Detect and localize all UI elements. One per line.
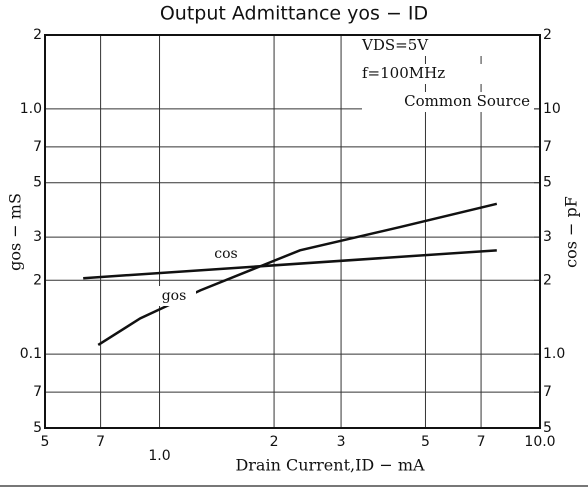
y-axis-label: gos − mS (6, 193, 25, 271)
y-tick-label: 5 (33, 175, 42, 191)
y-tick-label: 2 (33, 27, 42, 43)
x-tick-label: 3 (337, 434, 346, 450)
annotation-bg (362, 92, 534, 112)
x-tick-label: 5 (421, 434, 430, 450)
annotation-bg (362, 64, 534, 84)
series-label: gos (162, 288, 187, 304)
x-tick-label: 2 (270, 434, 279, 450)
y-tick-label: 3 (33, 229, 42, 245)
annotation: VDS=5V (361, 36, 429, 54)
chart-title: Output Admittance yos − ID (160, 3, 428, 25)
x-tick-label: 7 (477, 434, 486, 450)
series-label: cos (214, 246, 237, 262)
y-tick-label: 7 (33, 139, 42, 155)
y-tick-label: 7 (33, 384, 42, 400)
y2-tick-label: 5 (543, 175, 552, 191)
plot-frame (44, 34, 541, 429)
series-line (97, 202, 498, 347)
annotation-bg (362, 36, 534, 56)
y-tick-label: 1.0 (20, 101, 42, 117)
y2-tick-label: 1.0 (543, 346, 565, 362)
x-tick-label: 10.0 (524, 434, 555, 450)
y-tick-label: 0.1 (20, 346, 42, 362)
x-tick-label: 7 (96, 434, 105, 450)
x-tick-label: 5 (41, 434, 50, 450)
y-tick-label: 5 (33, 420, 42, 436)
y2-tick-label: 5 (543, 420, 552, 436)
label-bg (152, 286, 196, 306)
x-axis-label: Drain Current,ID − mA (235, 456, 425, 475)
y2-tick-label: 2 (543, 272, 552, 288)
annotation: Common Source (404, 92, 530, 110)
y2-tick-label: 7 (543, 139, 552, 155)
y2-tick-label: 2 (543, 27, 552, 43)
y2-axis-label: cos − pF (562, 196, 581, 268)
label-bg (205, 244, 247, 264)
x-tick-label: 1.0 (148, 448, 170, 464)
y2-tick-label: 3 (543, 229, 552, 245)
series-line (83, 249, 497, 280)
annotation: f=100MHz (362, 64, 445, 82)
y-tick-label: 2 (33, 272, 42, 288)
y2-tick-label: 10 (543, 101, 561, 117)
y2-tick-label: 7 (543, 384, 552, 400)
